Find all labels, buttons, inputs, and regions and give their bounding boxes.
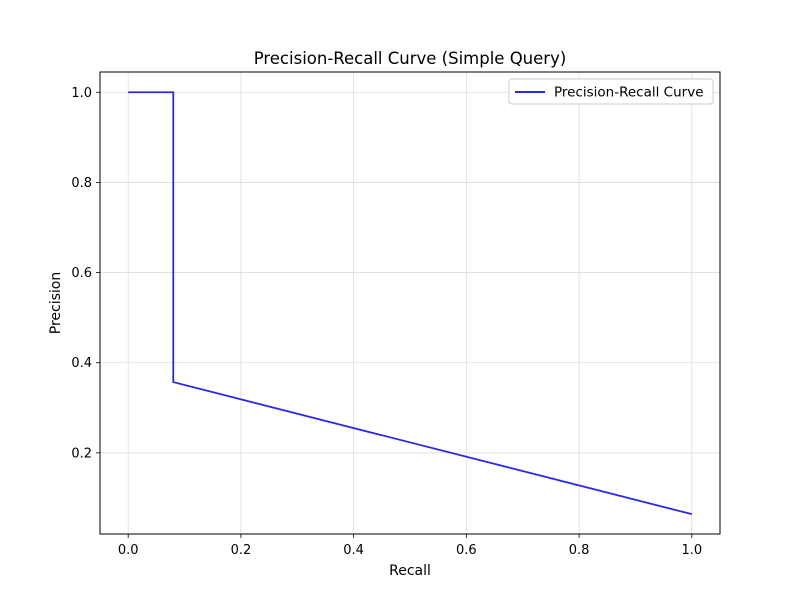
x-tick-label: 1.0	[681, 543, 702, 558]
x-tick-label: 0.8	[569, 543, 590, 558]
legend: Precision-Recall Curve	[508, 78, 714, 105]
grid	[100, 72, 720, 534]
x-tick-label: 0.2	[231, 543, 252, 558]
legend-entry-label: Precision-Recall Curve	[554, 85, 704, 101]
ticks: 0.0 0.2 0.4 0.6 0.8 1.0 0.2 0.4 0.6 0.8 1.0	[71, 86, 702, 558]
series-layer	[128, 91, 693, 516]
legend-box	[508, 78, 714, 105]
y-axis-label: Precision	[48, 272, 64, 334]
y-tick-label: 0.4	[71, 356, 92, 371]
x-axis-label: Recall	[389, 563, 431, 579]
chart-title: Precision-Recall Curve (Simple Query)	[254, 49, 567, 68]
x-tick-label: 0.6	[456, 543, 477, 558]
x-tick-label: 0.0	[118, 543, 139, 558]
series-line	[128, 91, 693, 516]
y-tick-label: 0.2	[71, 446, 92, 461]
y-tick-label: 0.6	[71, 266, 92, 281]
y-tick-label: 1.0	[71, 86, 92, 101]
plot-frame	[99, 71, 721, 535]
y-tick-label: 0.8	[71, 176, 92, 191]
x-tick-label: 0.4	[343, 543, 364, 558]
